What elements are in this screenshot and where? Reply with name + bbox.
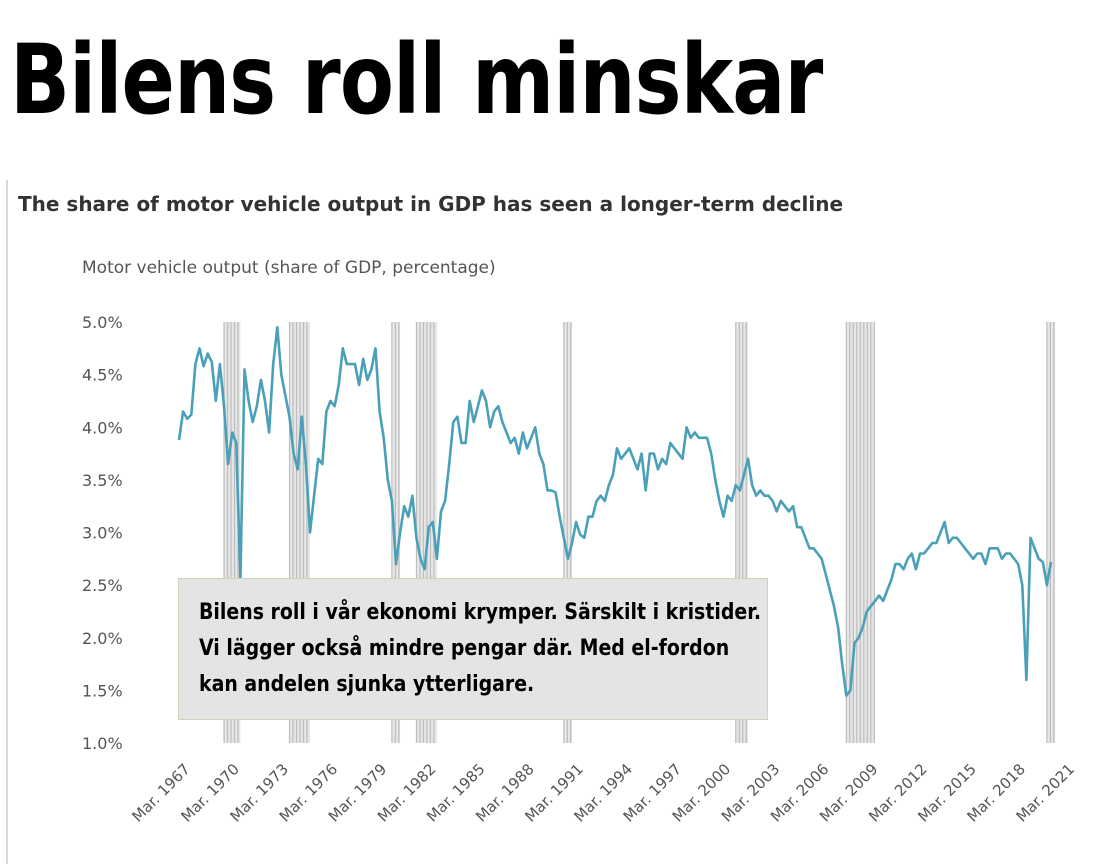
callout-box: Bilens roll i vår ekonomi krymper. Särsk…: [178, 578, 768, 720]
y-tick-label: 2.5%: [82, 576, 123, 595]
chart-title: The share of motor vehicle output in GDP…: [18, 192, 844, 216]
y-tick-label: 1.0%: [82, 734, 123, 753]
y-tick-label: 3.5%: [82, 471, 123, 490]
left-rule: [6, 180, 8, 864]
y-tick-label: 4.0%: [82, 418, 123, 437]
recession-band: [1046, 322, 1056, 743]
callout-line-3: kan andelen sjunka ytterligare.: [199, 672, 535, 697]
y-tick-label: 5.0%: [82, 313, 123, 332]
y-tick-label: 1.5%: [82, 681, 123, 700]
headline: Bilens roll minskar: [10, 24, 823, 136]
y-tick-label: 2.0%: [82, 629, 123, 648]
y-axis-ticks: 5.0% 4.5% 4.0% 3.5% 3.0% 2.5% 2.0% 1.5% 1.0%: [82, 313, 123, 753]
series-line: [177, 325, 1053, 697]
y-axis-label: Motor vehicle output (share of GDP, perc…: [82, 258, 496, 278]
y-tick-label: 4.5%: [82, 366, 123, 385]
series-lines: [177, 325, 1053, 697]
y-tick-label: 3.0%: [82, 524, 123, 543]
callout-line-1: Bilens roll i vår ekonomi krymper. Särsk…: [199, 600, 762, 625]
callout-line-2: Vi lägger också mindre pengar där. Med e…: [199, 636, 730, 661]
